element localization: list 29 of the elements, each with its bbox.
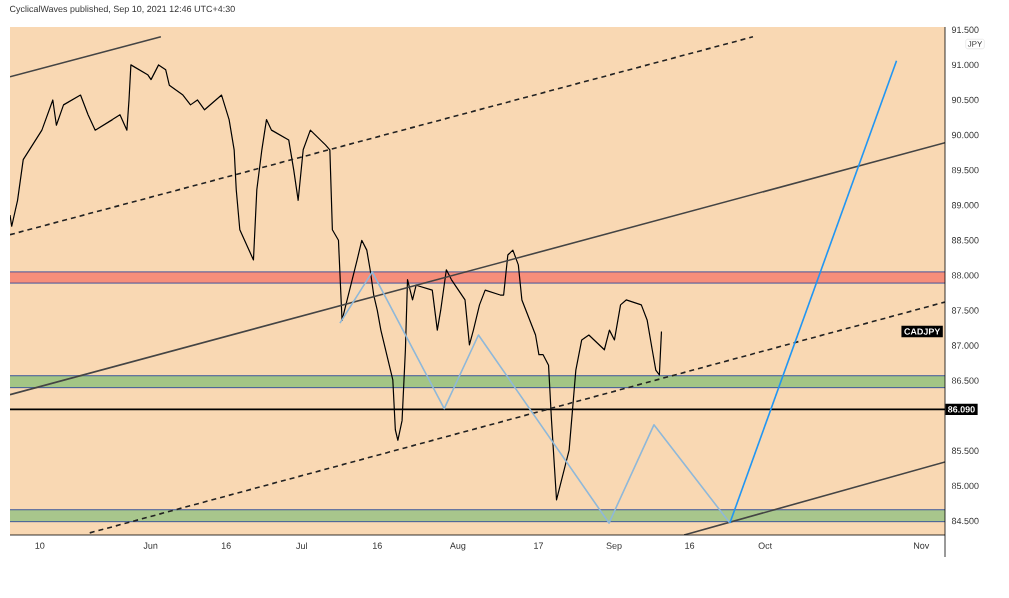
x-tick-label: 16 — [372, 542, 382, 549]
y-tick-label: 89.000 — [951, 202, 979, 209]
x-tick-label: Sep — [606, 542, 622, 551]
ref-line-label: 86.090 — [947, 406, 975, 413]
chart-title: CyclicalWaves published, Sep 10, 2021 12:46 UTC+4:30 — [9, 5, 235, 14]
x-tick-label: 17 — [534, 542, 544, 549]
x-tick-label: 16 — [685, 542, 695, 549]
x-tick-label: Nov — [914, 542, 930, 549]
x-tick-label: Aug — [449, 542, 466, 551]
x-tick-label: 10 — [35, 542, 45, 549]
y-tick-label: 91.000 — [951, 61, 979, 69]
y-tick-label: 88.000 — [951, 272, 979, 279]
text: CADJPY — [904, 328, 941, 335]
y-tick-label: 84.500 — [951, 517, 979, 525]
y-tick-label: 86.500 — [951, 377, 979, 384]
x-tick-label: Oct — [758, 542, 773, 549]
line-series — [339, 271, 731, 524]
y-tick-label: 88.500 — [951, 237, 979, 244]
y-tick-label: 85.500 — [951, 447, 979, 454]
x-tick-label: Jun — [143, 542, 158, 549]
y-tick-label: 87.500 — [951, 307, 979, 314]
x-tick-label: Jul — [296, 542, 307, 550]
y-tick-label: 85.000 — [951, 482, 979, 490]
x-tick-label: 16 — [221, 542, 231, 549]
y-tick-label: 90.500 — [951, 96, 979, 104]
y-tick-label: 89.500 — [951, 166, 979, 174]
y-tick-label: 87.000 — [951, 342, 979, 349]
y-tick-label: 91.500 — [951, 26, 979, 33]
y-tick-label: 90.000 — [951, 131, 979, 139]
